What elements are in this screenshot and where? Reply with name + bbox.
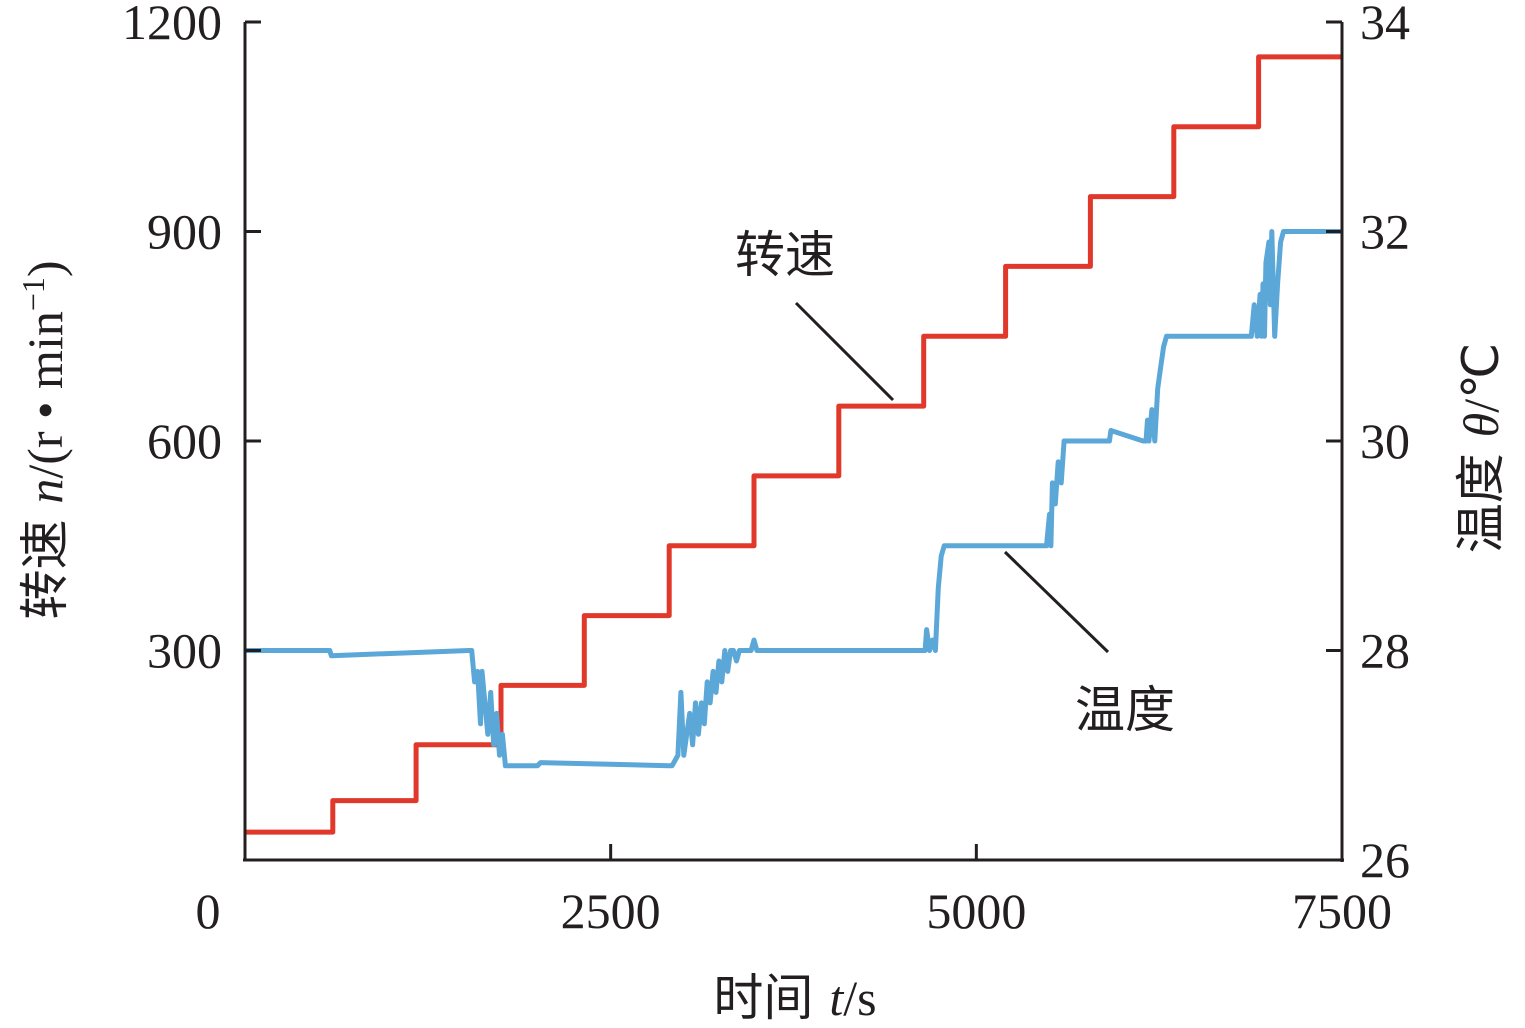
- x-tick-label: 5000: [926, 883, 1026, 939]
- x-axis-title-variable: t: [829, 970, 844, 1026]
- x-axis-title-main: 时间: [713, 969, 829, 1027]
- right-y-axis-title-variable: θ: [1453, 413, 1509, 438]
- temperature-annotation-leader: [1003, 550, 1110, 654]
- right-y-axis-title: 温度 θ/℃: [1452, 343, 1510, 554]
- left-y-tick-label: 900: [147, 204, 222, 260]
- left-y-tick-label: 600: [147, 413, 222, 469]
- right-y-tick-label: 32: [1360, 204, 1410, 260]
- right-y-tick-label: 26: [1360, 832, 1410, 888]
- right-y-axis-title-unit: /℃: [1453, 343, 1509, 413]
- left-y-axis-title-unit: /(r • min: [17, 311, 73, 478]
- right-y-axis-title-main: 温度: [1452, 437, 1510, 553]
- axis-ticks: 0 2500 5000 7500 300 600 900 1200 26 28 30 32 34: [122, 0, 1410, 939]
- right-y-tick-label: 28: [1360, 623, 1410, 679]
- speed-annotation-leader: [794, 301, 895, 402]
- x-axis-title-unit: /s: [843, 970, 876, 1026]
- left-y-axis-title-superscript: −1: [15, 277, 51, 311]
- left-y-axis-title: 转速 n/(r • min−1): [15, 260, 74, 619]
- right-y-tick-label: 30: [1360, 413, 1410, 469]
- x-tick-label: 0: [196, 883, 221, 939]
- x-tick-label: 7500: [1292, 883, 1392, 939]
- temperature-series-line: [245, 229, 1342, 769]
- left-y-tick-label: 1200: [122, 0, 222, 50]
- temperature-annotation-label: 温度: [1075, 681, 1175, 739]
- left-y-tick-label: 300: [147, 623, 222, 679]
- plot-series: [245, 54, 1342, 835]
- x-tick-label: 2500: [561, 883, 661, 939]
- speed-annotation-label: 转速: [735, 226, 835, 284]
- right-y-tick-label: 34: [1360, 0, 1410, 50]
- x-axis-title: 时间 t/s: [713, 969, 876, 1027]
- speed-series-line: [245, 54, 1342, 835]
- left-y-axis-title-variable: n: [17, 479, 73, 504]
- left-y-axis-title-main: 转速: [16, 504, 74, 620]
- left-y-axis-title-close: ): [17, 260, 73, 277]
